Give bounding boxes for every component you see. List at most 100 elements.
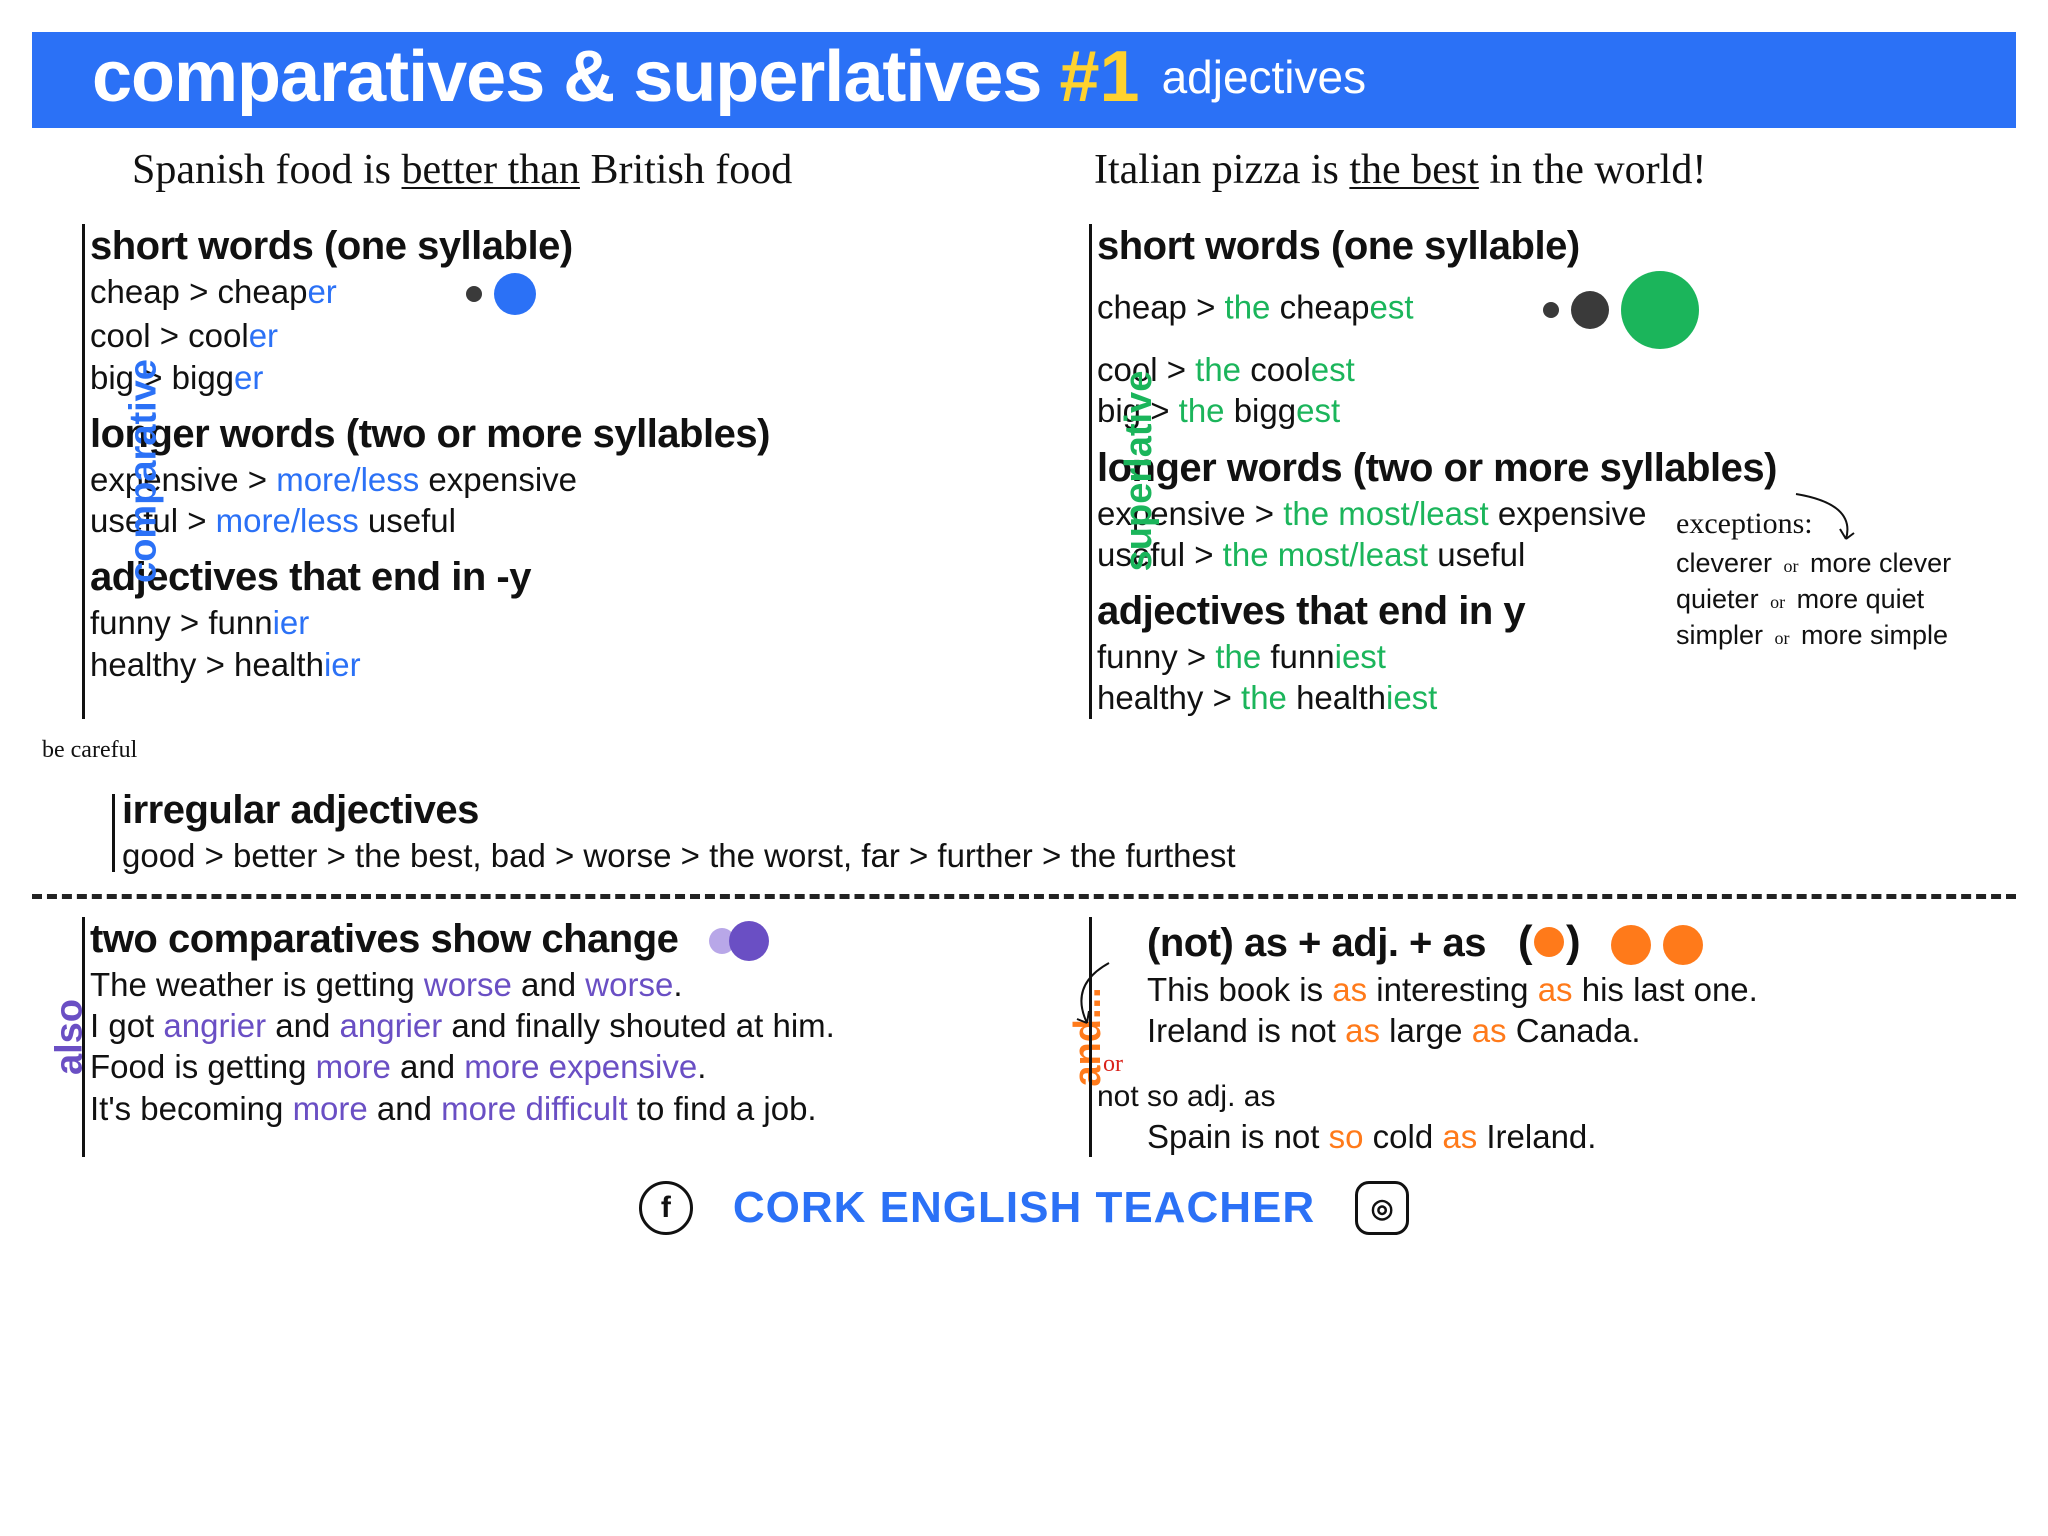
heading: two comparatives show change	[90, 917, 1009, 962]
text: .	[673, 966, 682, 1003]
dot-pair	[709, 921, 769, 961]
text: and	[512, 966, 585, 1003]
dot-trio	[1543, 271, 1699, 349]
example-line: cool > cooler	[90, 315, 1009, 356]
and-column: and... (not) as + adj. + as () This book…	[1039, 917, 2016, 1157]
or-note: or	[1103, 1051, 2016, 1078]
example-line: useful > more/less useful	[90, 500, 1009, 541]
text: expensive >	[90, 461, 276, 498]
highlight: the	[1215, 638, 1261, 675]
underlined: the best	[1349, 147, 1478, 193]
text: and finally shouted at him.	[442, 1007, 835, 1044]
text: and	[391, 1048, 464, 1085]
bottom-columns: also two comparatives show change The we…	[32, 917, 2016, 1157]
highlight: as	[1442, 1118, 1477, 1155]
highlight: angrier	[340, 1007, 443, 1044]
suffix: er	[249, 317, 278, 354]
highlight: more/less	[216, 502, 359, 539]
example-line: big > bigger	[90, 357, 1009, 398]
text: Ireland.	[1477, 1118, 1596, 1155]
or: or	[1775, 628, 1790, 648]
highlight: the	[1179, 392, 1225, 429]
example-line: cheap > the cheapest	[1097, 271, 2016, 349]
suffix: ier	[273, 604, 310, 641]
example-line: healthy > the healthiest	[1097, 677, 2016, 718]
highlight: as	[1472, 1012, 1507, 1049]
example-line: funny > funnier	[90, 602, 1009, 643]
text: (not) as + adj. + as	[1147, 921, 1486, 965]
text: and	[368, 1090, 441, 1127]
text: simpler	[1676, 620, 1771, 650]
header-banner: comparatives & superlatives #1 adjective…	[32, 32, 2016, 128]
exceptions-note: exceptions: cleverer or more clever quie…	[1676, 504, 2026, 654]
highlight: more	[293, 1090, 368, 1127]
column-bar	[1089, 224, 1092, 719]
suffix: er	[234, 359, 263, 396]
underlined: better than	[402, 147, 580, 193]
text: his last one.	[1573, 971, 1758, 1008]
text: I got	[90, 1007, 163, 1044]
heading: adjectives that end in -y	[90, 555, 1009, 600]
text: bigg	[1225, 392, 1297, 429]
text: interesting	[1367, 971, 1538, 1008]
heading: longer words (two or more syllables)	[1097, 446, 2016, 491]
highlight: more/less	[276, 461, 419, 498]
suffix: iest	[1386, 679, 1437, 716]
column-bar	[82, 917, 85, 1157]
text: healthy >	[1097, 679, 1241, 716]
text: expensive	[1489, 495, 1647, 532]
paren-dot: ()	[1518, 917, 1580, 967]
highlight: more	[316, 1048, 391, 1085]
facebook-icon: f	[639, 1181, 693, 1235]
example-superlative: Italian pizza is the best in the world!	[1094, 146, 2016, 194]
text: useful	[1428, 536, 1525, 573]
example-line: healthy > healthier	[90, 644, 1009, 685]
text: funn	[1261, 638, 1334, 675]
comparative-column: comparative short words (one syllable) c…	[32, 224, 1009, 719]
footer-text: CORK ENGLISH TEACHER	[733, 1183, 1315, 1233]
top-examples: Spanish food is better than British food…	[132, 146, 2016, 194]
dot	[466, 286, 482, 302]
text: cheap	[1270, 289, 1369, 326]
text: health	[1287, 679, 1386, 716]
text: cold	[1363, 1118, 1442, 1155]
label-superlative: superlative	[1118, 371, 1161, 572]
highlight: angrier	[163, 1007, 266, 1044]
text: Spain is not	[1147, 1118, 1329, 1155]
dot	[1543, 302, 1559, 318]
highlight: the	[1225, 289, 1271, 326]
example-comparative: Spanish food is better than British food	[132, 146, 1054, 194]
dot	[1611, 925, 1651, 965]
text: Canada.	[1507, 1012, 1641, 1049]
text: The weather is getting	[90, 966, 424, 1003]
label-also: also	[49, 999, 92, 1075]
text: cheap >	[1097, 289, 1225, 326]
text: funny >	[1097, 638, 1215, 675]
text: funny > funn	[90, 604, 273, 641]
header-sub: adjectives	[1162, 50, 1367, 104]
text: to find a job.	[628, 1090, 817, 1127]
text: Food is getting	[90, 1048, 316, 1085]
highlight: as	[1538, 971, 1573, 1008]
suffix: ier	[324, 646, 361, 683]
header-title: comparatives & superlatives	[92, 36, 1041, 118]
highlight: as	[1332, 971, 1367, 1008]
column-bar	[1089, 917, 1092, 1157]
text: useful	[359, 502, 456, 539]
dot-pair	[466, 273, 536, 315]
highlight: the most/least	[1223, 536, 1428, 573]
text: Spanish food is	[132, 147, 402, 193]
heading: short words (one syllable)	[1097, 224, 2016, 269]
example-line: It's becoming more and more difficult to…	[90, 1088, 1009, 1129]
example-line: cheap > cheaper	[90, 271, 1009, 315]
highlight: the	[1195, 351, 1241, 388]
example-line: Ireland is not as large as Canada.	[1097, 1010, 2016, 1051]
example-line: cool > the coolest	[1097, 349, 2016, 390]
highlight: more difficult	[441, 1090, 627, 1127]
exception-line: simpler or more simple	[1676, 617, 2026, 653]
example-line: Spain is not so cold as Ireland.	[1097, 1116, 2016, 1157]
alt-line: not so adj. as	[1097, 1078, 2016, 1116]
dot	[494, 273, 536, 315]
be-careful-note: be careful	[42, 737, 2016, 764]
text: short words (one syllable)	[90, 224, 573, 268]
